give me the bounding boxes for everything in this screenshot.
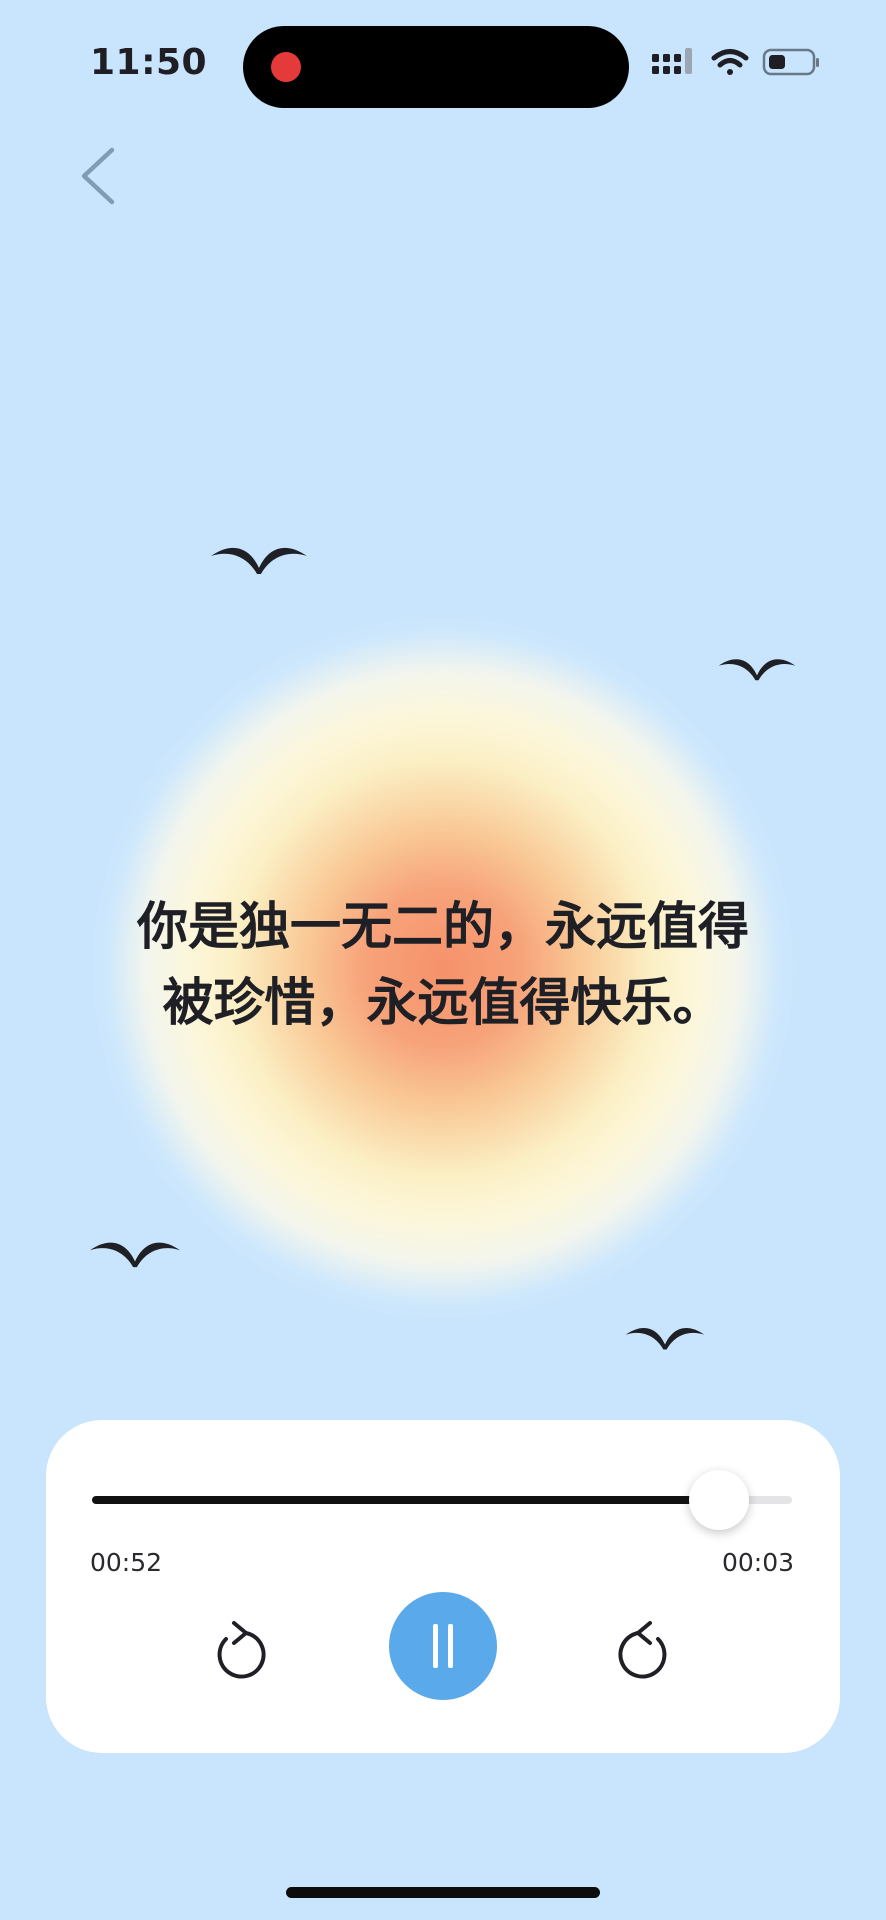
back-button[interactable] (70, 140, 130, 210)
quote-line-2: 被珍惜，永远值得快乐。 (162, 974, 724, 1033)
audio-player-card: 00:52 00:03 (46, 1420, 840, 1753)
wifi-icon (711, 49, 749, 75)
status-bar: 11:50 (0, 0, 886, 130)
forward-button[interactable] (614, 1617, 678, 1687)
bird-icon (625, 1328, 705, 1350)
chevron-left-icon (81, 147, 115, 205)
sun-glow-illustration (93, 618, 793, 1318)
cellular-signal-icon (652, 48, 692, 74)
dynamic-island (243, 26, 629, 108)
bird-icon (89, 1242, 181, 1268)
status-time: 11:50 (90, 42, 208, 83)
quote-text: 你是独一无二的，永远值得 被珍惜，永远值得快乐。 (60, 890, 826, 1042)
elapsed-time: 00:52 (90, 1548, 163, 1577)
progress-fill (92, 1496, 719, 1504)
progress-slider[interactable] (92, 1470, 792, 1530)
recording-indicator-icon (271, 52, 301, 82)
bird-icon (211, 547, 307, 574)
status-icons (652, 48, 819, 76)
progress-thumb[interactable] (688, 1470, 749, 1530)
rewind-button[interactable] (206, 1617, 270, 1687)
rotate-ccw-icon (217, 1621, 266, 1679)
quote-line-1: 你是独一无二的，永远值得 (136, 898, 749, 957)
rotate-cw-icon (618, 1621, 667, 1679)
home-indicator[interactable] (286, 1887, 600, 1898)
remaining-time: 00:03 (721, 1548, 794, 1577)
battery-icon (762, 48, 819, 76)
pause-button[interactable] (389, 1592, 497, 1700)
bird-icon (718, 659, 796, 681)
